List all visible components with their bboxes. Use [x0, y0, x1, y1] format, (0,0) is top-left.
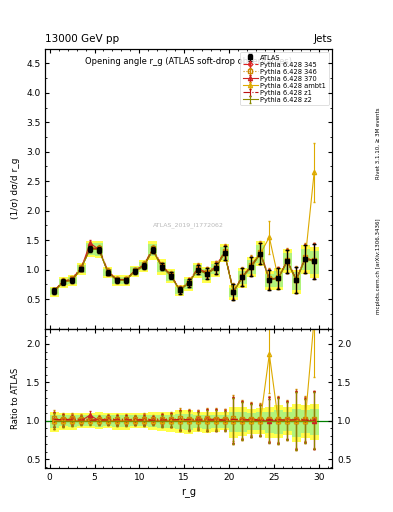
X-axis label: r_g: r_g — [181, 488, 196, 498]
Text: ATLAS_2019_I1772062: ATLAS_2019_I1772062 — [153, 222, 224, 228]
Text: 13000 GeV pp: 13000 GeV pp — [45, 33, 119, 44]
Legend: ATLAS, Pythia 6.428 345, Pythia 6.428 346, Pythia 6.428 370, Pythia 6.428 ambt1,: ATLAS, Pythia 6.428 345, Pythia 6.428 34… — [241, 52, 329, 105]
Text: Opening angle r_g (ATLAS soft-drop observables): Opening angle r_g (ATLAS soft-drop obser… — [85, 57, 292, 66]
Y-axis label: Ratio to ATLAS: Ratio to ATLAS — [11, 368, 20, 429]
Text: Rivet 3.1.10, ≥ 3M events: Rivet 3.1.10, ≥ 3M events — [376, 108, 380, 179]
Text: mcplots.cern.ch [arXiv:1306.3436]: mcplots.cern.ch [arXiv:1306.3436] — [376, 219, 380, 314]
Y-axis label: (1/σ) dσ/d r_g: (1/σ) dσ/d r_g — [11, 158, 20, 219]
Text: Jets: Jets — [313, 33, 332, 44]
